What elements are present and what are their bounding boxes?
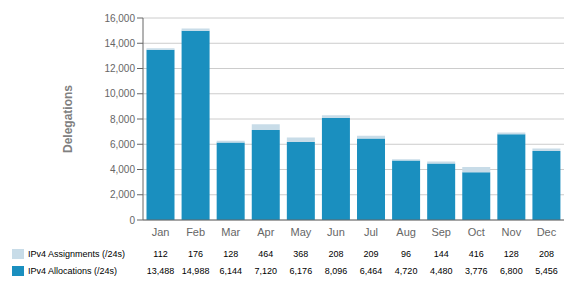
svg-text:14,988: 14,988 bbox=[182, 266, 210, 276]
svg-text:Apr: Apr bbox=[257, 226, 274, 238]
svg-text:6,800: 6,800 bbox=[500, 266, 523, 276]
svg-text:3,776: 3,776 bbox=[465, 266, 488, 276]
svg-text:208: 208 bbox=[328, 249, 343, 259]
svg-text:208: 208 bbox=[539, 249, 554, 259]
svg-text:13,488: 13,488 bbox=[147, 266, 175, 276]
svg-text:5,456: 5,456 bbox=[535, 266, 558, 276]
svg-text:Oct: Oct bbox=[468, 226, 485, 238]
svg-text:209: 209 bbox=[364, 249, 379, 259]
svg-text:4,720: 4,720 bbox=[395, 266, 418, 276]
svg-text:Feb: Feb bbox=[186, 226, 205, 238]
svg-text:8,000: 8,000 bbox=[110, 114, 135, 125]
svg-text:14,000: 14,000 bbox=[104, 38, 135, 49]
svg-text:Sep: Sep bbox=[431, 226, 451, 238]
svg-text:10,000: 10,000 bbox=[104, 88, 135, 99]
svg-text:Mar: Mar bbox=[221, 226, 240, 238]
svg-text:416: 416 bbox=[469, 249, 484, 259]
svg-text:6,000: 6,000 bbox=[110, 139, 135, 150]
svg-text:464: 464 bbox=[258, 249, 273, 259]
svg-text:Nov: Nov bbox=[502, 226, 522, 238]
svg-text:IPv4 Assignments (/24s): IPv4 Assignments (/24s) bbox=[28, 249, 125, 259]
svg-text:7,120: 7,120 bbox=[255, 266, 278, 276]
svg-text:Dec: Dec bbox=[537, 226, 557, 238]
svg-text:Aug: Aug bbox=[396, 226, 416, 238]
svg-text:8,096: 8,096 bbox=[325, 266, 348, 276]
svg-text:112: 112 bbox=[153, 249, 167, 259]
svg-text:2,000: 2,000 bbox=[110, 189, 135, 200]
svg-text:IPv4 Allocations (/24s): IPv4 Allocations (/24s) bbox=[28, 266, 117, 276]
svg-text:128: 128 bbox=[223, 249, 238, 259]
svg-text:4,480: 4,480 bbox=[430, 266, 453, 276]
svg-text:Jul: Jul bbox=[364, 226, 378, 238]
svg-text:0: 0 bbox=[129, 215, 135, 226]
svg-text:May: May bbox=[290, 226, 311, 238]
svg-text:Jun: Jun bbox=[327, 226, 345, 238]
svg-text:6,464: 6,464 bbox=[360, 266, 383, 276]
svg-text:16,000: 16,000 bbox=[104, 13, 135, 24]
svg-text:368: 368 bbox=[293, 249, 308, 259]
svg-text:96: 96 bbox=[401, 249, 411, 259]
svg-text:144: 144 bbox=[434, 249, 449, 259]
svg-text:12,000: 12,000 bbox=[104, 63, 135, 74]
svg-text:4,000: 4,000 bbox=[110, 164, 135, 175]
svg-text:Jan: Jan bbox=[152, 226, 170, 238]
svg-text:6,144: 6,144 bbox=[219, 266, 242, 276]
svg-text:128: 128 bbox=[504, 249, 519, 259]
svg-text:6,176: 6,176 bbox=[290, 266, 313, 276]
svg-text:Delegations: Delegations bbox=[61, 85, 75, 153]
svg-text:176: 176 bbox=[188, 249, 203, 259]
